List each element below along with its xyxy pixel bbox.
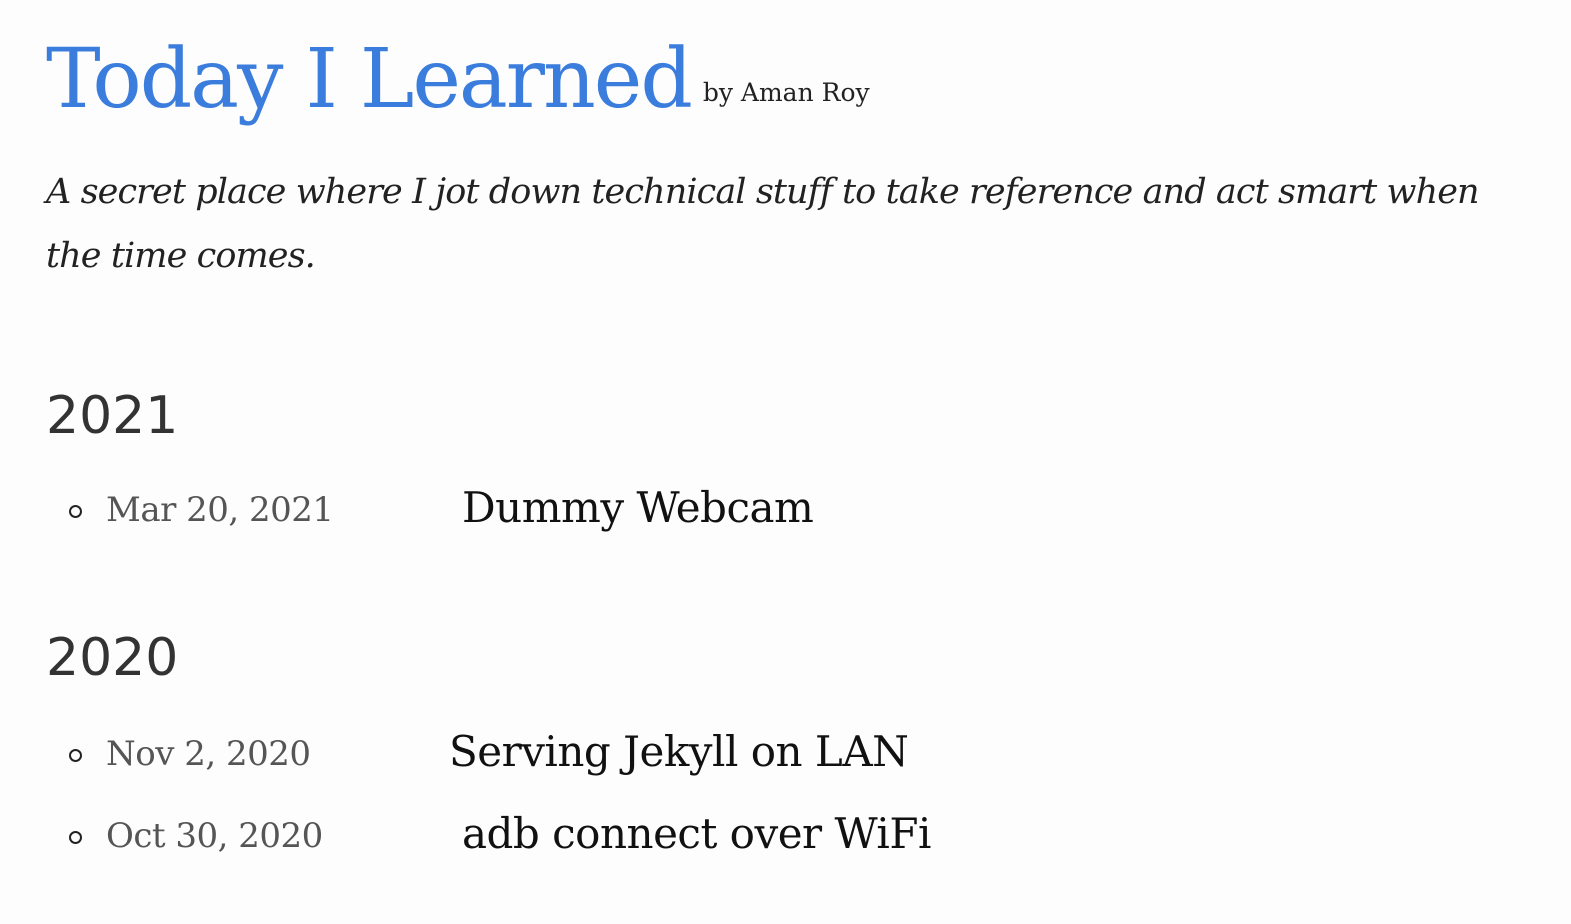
post-date: Mar 20, 2021 xyxy=(106,490,334,530)
year-heading-2020: 2020 xyxy=(46,628,179,688)
bullet-icon xyxy=(69,831,82,844)
post-title-link[interactable]: Dummy Webcam xyxy=(462,483,814,532)
year-heading-2021: 2021 xyxy=(46,386,179,446)
post-title-link[interactable]: adb connect over WiFi xyxy=(462,809,931,858)
post-date: Oct 30, 2020 xyxy=(106,816,323,856)
site-title-link[interactable]: Today I Learned xyxy=(46,32,693,127)
post-date: Nov 2, 2020 xyxy=(106,734,311,774)
bullet-icon xyxy=(69,749,82,762)
post-title-link[interactable]: Serving Jekyll on LAN xyxy=(449,727,909,776)
bullet-icon xyxy=(69,505,82,518)
site-header: Today I Learned by Aman Roy xyxy=(46,30,870,130)
author-byline: by Aman Roy xyxy=(702,78,870,107)
site-tagline: A secret place where I jot down technica… xyxy=(46,172,1480,276)
